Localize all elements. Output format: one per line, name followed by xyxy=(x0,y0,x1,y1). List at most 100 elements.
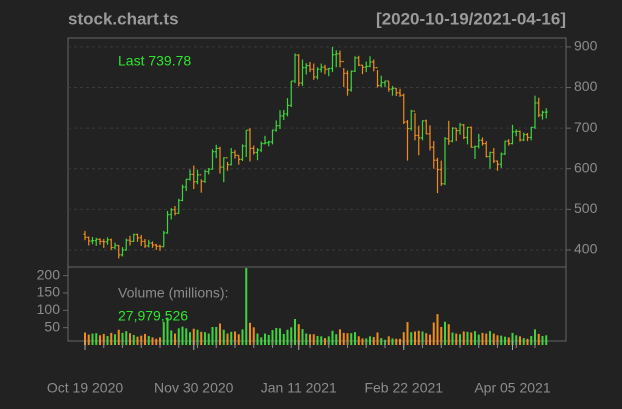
volume-bar xyxy=(429,334,431,345)
volume-bar xyxy=(339,329,341,345)
volume-bar xyxy=(162,322,165,345)
volume-bar xyxy=(249,322,251,345)
volume-bar xyxy=(500,335,503,345)
volume-bar xyxy=(309,334,311,345)
volume-bar xyxy=(147,335,150,345)
volume-bar xyxy=(256,333,259,345)
volume-bar xyxy=(474,331,476,345)
date-range: [2020-10-19/2021-04-16] xyxy=(376,9,566,28)
x-tick-label: Oct 19 2020 xyxy=(47,380,123,396)
volume-bar xyxy=(155,338,158,345)
volume-bar xyxy=(515,335,518,345)
volume-bar xyxy=(151,337,154,345)
volume-bar xyxy=(425,333,428,345)
volume-bar xyxy=(136,336,139,345)
volume-bar xyxy=(462,331,465,345)
volume-bar xyxy=(534,329,536,345)
volume-bar xyxy=(346,333,349,345)
volume-bar xyxy=(140,335,143,345)
last-label: Last 739.78 xyxy=(118,53,191,69)
volume-bar xyxy=(84,332,86,345)
volume-bar xyxy=(286,329,289,345)
volume-bar xyxy=(132,334,135,345)
volume-bar xyxy=(95,333,98,345)
volume-bar xyxy=(114,334,116,345)
volume-bar xyxy=(372,337,375,345)
y-tick-label: 150 xyxy=(37,284,61,300)
volume-bar xyxy=(324,338,326,345)
volume-bar xyxy=(327,336,330,345)
volume-bar xyxy=(87,334,90,345)
volume-bar xyxy=(526,338,529,345)
volume-bar xyxy=(489,331,491,345)
x-tick-label: Jan 11 2021 xyxy=(261,380,337,396)
volume-bar xyxy=(485,333,488,345)
volume-bar xyxy=(496,335,499,345)
volume-bar xyxy=(129,333,131,345)
y-tick-label: 400 xyxy=(574,241,598,257)
volume-bar xyxy=(234,331,236,345)
volume-bar xyxy=(230,331,233,345)
volume-bar xyxy=(106,335,109,345)
volume-bar xyxy=(331,330,334,345)
volume-bar xyxy=(447,324,450,345)
volume-bar xyxy=(361,338,364,345)
volume-bar xyxy=(507,337,510,345)
volume-bar xyxy=(192,328,195,345)
volume-bar xyxy=(335,334,338,345)
volume-label: Volume (millions): xyxy=(118,285,228,301)
volume-bar xyxy=(391,338,394,345)
volume-bar xyxy=(174,333,176,345)
y-tick-label: 600 xyxy=(574,159,598,175)
x-tick-label: Feb 22 2021 xyxy=(364,380,443,396)
volume-bar xyxy=(177,328,180,345)
volume-bar xyxy=(530,335,533,345)
volume-bar xyxy=(196,329,199,345)
volume-bar xyxy=(91,333,94,345)
volume-bar xyxy=(395,338,398,345)
volume-bar xyxy=(511,332,514,345)
volume-bar xyxy=(455,333,458,345)
volume-bar xyxy=(410,332,413,345)
volume-bar xyxy=(440,326,443,345)
volume-bar xyxy=(305,333,308,345)
y-tick-label: 700 xyxy=(574,119,598,135)
volume-bar xyxy=(117,329,120,345)
y-tick-label: 200 xyxy=(37,266,61,282)
volume-bar xyxy=(207,333,210,345)
volume-bar xyxy=(421,331,424,345)
volume-bar xyxy=(350,333,353,345)
volume-bar xyxy=(294,319,296,345)
y-tick-label: 500 xyxy=(574,200,598,216)
volume-bar xyxy=(279,328,281,345)
volume-bar xyxy=(189,332,191,345)
volume-bar xyxy=(121,332,124,345)
volume-bar xyxy=(264,333,266,345)
volume-bar xyxy=(144,333,146,345)
volume-bar xyxy=(245,268,248,345)
volume-bar xyxy=(215,326,218,345)
volume-bar xyxy=(226,333,229,345)
volume-bar xyxy=(312,334,315,345)
y-tick-label: 800 xyxy=(574,78,598,94)
volume-bar xyxy=(237,334,240,345)
volume-bar xyxy=(282,333,285,345)
volume-bar xyxy=(466,331,469,345)
volume-bar xyxy=(297,324,300,345)
volume-bar xyxy=(545,335,548,345)
volume-bar xyxy=(354,332,356,345)
volume-bar xyxy=(376,332,379,345)
volume-bar xyxy=(477,334,480,345)
volume-bar xyxy=(125,331,128,345)
volume-bar xyxy=(275,328,278,345)
volume-bar xyxy=(481,332,484,345)
volume-bar xyxy=(436,314,439,345)
volume-bar xyxy=(406,322,409,345)
volume-bar xyxy=(99,335,101,345)
volume-bar xyxy=(519,336,521,345)
volume-bar xyxy=(204,332,206,345)
volume-bar xyxy=(252,327,255,345)
volume-bar xyxy=(219,323,221,345)
volume-bar xyxy=(451,332,454,345)
